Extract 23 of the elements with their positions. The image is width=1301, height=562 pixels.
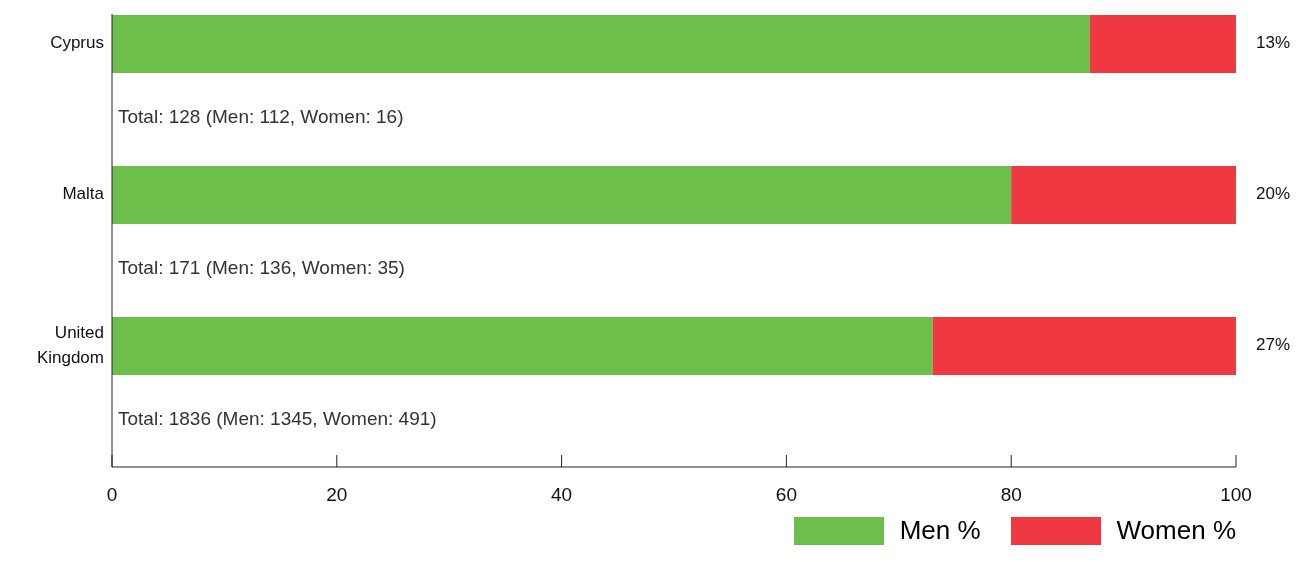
y-tick-label: United Kingdom: [36, 322, 104, 367]
legend-label: Men %: [899, 515, 981, 546]
legend-label: Women %: [1116, 515, 1236, 546]
y-tick-label: Cyprus: [50, 32, 104, 52]
x-tick-label: 60: [775, 484, 797, 505]
y-tick-label: Malta: [62, 183, 105, 203]
bar: [112, 317, 933, 375]
bar: [1011, 166, 1236, 224]
x-tick-label: 40: [551, 484, 573, 505]
annotation: Total: 1836 (Men: 1345, Women: 491): [118, 407, 437, 429]
bar: [1089, 15, 1236, 73]
bar: [112, 166, 1012, 224]
bar: [112, 15, 1090, 73]
data-label: 20%: [1256, 184, 1291, 204]
annotation: Total: 171 (Men: 136, Women: 35): [118, 256, 405, 278]
x-tick-label: 80: [1000, 484, 1022, 505]
x-tick-label: 0: [106, 484, 118, 505]
data-label: 13%: [1256, 33, 1291, 53]
x-tick-label: 20: [326, 484, 348, 505]
data-label: 27%: [1256, 335, 1291, 355]
x-tick-label: 100: [1220, 484, 1252, 505]
annotation: Total: 128 (Men: 112, Women: 16): [118, 105, 404, 127]
bar: [932, 317, 1236, 375]
